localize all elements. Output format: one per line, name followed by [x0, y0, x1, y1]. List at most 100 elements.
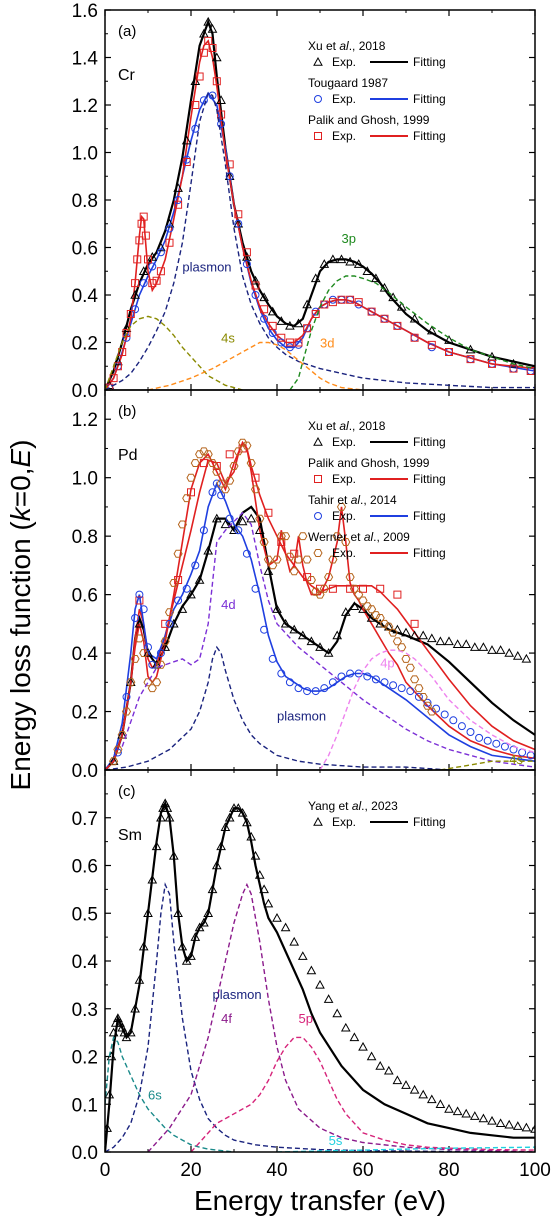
data-point	[340, 1022, 351, 1032]
legend-reference: Xu et al., 2018	[308, 419, 386, 433]
data-point	[203, 908, 214, 917]
data-point	[328, 584, 337, 593]
y-tick-label: 0.6	[72, 857, 98, 878]
data-point	[225, 514, 234, 523]
data-point	[276, 316, 287, 325]
data-point	[148, 262, 157, 271]
data-point	[280, 922, 291, 932]
data-point	[234, 526, 243, 535]
data-point	[332, 1008, 343, 1018]
peak-label-3d: 3d	[320, 335, 334, 350]
data-point	[316, 584, 324, 593]
x-tick-label: 40	[266, 1160, 287, 1181]
data-point	[452, 1106, 463, 1116]
peak-label-6s: 6s	[148, 1087, 162, 1102]
data-point	[409, 630, 420, 640]
data-point	[435, 1099, 446, 1108]
data-point	[332, 630, 343, 640]
data-point	[272, 604, 282, 613]
peak-label-plasmon: plasmon	[213, 987, 262, 1002]
data-point	[237, 516, 248, 526]
data-point	[466, 728, 475, 736]
y-tick-label: 1.4	[72, 49, 99, 70]
legend-fit-label: Fitting	[413, 92, 446, 106]
series-line-3d	[147, 341, 364, 390]
data-point	[134, 634, 144, 643]
legend-fit-label: Fitting	[413, 55, 446, 69]
data-point	[409, 1084, 420, 1094]
data-point	[181, 955, 192, 965]
legend-fit-label: Fitting	[413, 472, 446, 486]
data-point	[432, 704, 441, 713]
data-point	[156, 267, 165, 276]
data-point	[349, 601, 360, 611]
data-point	[199, 459, 208, 468]
legend-exp-label: Exp.	[332, 815, 356, 829]
data-point	[336, 503, 347, 511]
series-line-palik-and-ghosh-1999-fitting	[105, 39, 535, 390]
data-point	[251, 584, 260, 593]
data-point	[195, 450, 205, 459]
plot-frame	[104, 9, 536, 391]
data-point	[397, 643, 407, 652]
data-point	[353, 259, 364, 268]
data-point	[495, 1118, 506, 1128]
data-point	[135, 596, 144, 605]
data-point	[427, 707, 437, 716]
series-line-5s	[276, 1146, 535, 1152]
legend-reference: Tahir et al., 2014	[308, 493, 397, 507]
data-point	[303, 573, 312, 582]
data-point	[328, 555, 338, 564]
data-point	[242, 441, 252, 450]
data-point	[130, 289, 140, 299]
legend-marker	[313, 56, 323, 66]
data-point	[177, 604, 188, 613]
legend-reference: Yang et al., 2023	[308, 799, 398, 813]
data-point	[186, 951, 196, 960]
series-line-4s	[440, 760, 535, 770]
data-point	[165, 619, 174, 628]
data-point	[280, 618, 291, 628]
series-line-4p	[319, 649, 535, 770]
data-point	[393, 321, 402, 330]
data-point	[134, 618, 145, 628]
series-markers-palik-and-ghosh-1999-exp-	[105, 36, 535, 390]
data-point	[160, 637, 170, 646]
data-point	[242, 260, 251, 269]
series-markers-tahir-et-al-2014-exp-	[113, 479, 535, 760]
data-point	[147, 874, 158, 884]
data-point	[259, 538, 269, 546]
legend-marker	[314, 132, 322, 140]
y-tick-label: 0.4	[72, 952, 99, 973]
data-point	[267, 306, 278, 316]
data-point	[130, 655, 140, 663]
data-point	[254, 525, 265, 535]
data-point	[234, 219, 243, 228]
data-point	[354, 298, 363, 307]
data-point	[410, 675, 420, 684]
y-tick-label: 0.7	[72, 809, 98, 830]
data-point	[250, 275, 261, 285]
data-point	[133, 255, 142, 264]
data-point	[310, 273, 321, 283]
data-point	[426, 633, 437, 643]
data-point	[207, 23, 218, 33]
x-tick-label: 80	[438, 1160, 459, 1181]
data-point	[203, 16, 214, 26]
series-line-5p	[190, 1036, 535, 1152]
y-tick-label: 0.4	[72, 286, 99, 307]
data-point	[212, 479, 221, 488]
legend-marker	[314, 95, 322, 103]
data-point	[208, 44, 217, 52]
data-point	[366, 1051, 377, 1061]
data-point	[319, 259, 330, 268]
data-point	[117, 731, 127, 739]
data-point	[302, 555, 312, 564]
data-point	[186, 589, 196, 599]
data-point	[449, 716, 458, 725]
data-point	[530, 1124, 535, 1133]
panel-label: (a)	[118, 23, 136, 40]
peak-label-plasmon: plasmon	[182, 259, 231, 274]
data-point	[405, 663, 415, 672]
data-point	[217, 120, 226, 128]
